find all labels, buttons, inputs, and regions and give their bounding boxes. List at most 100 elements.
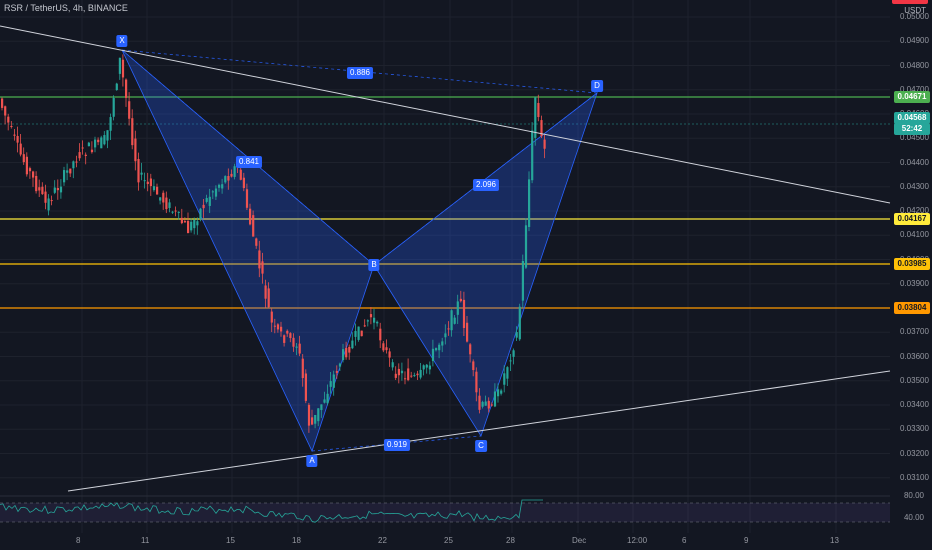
candle-body xyxy=(152,186,156,191)
candle-body xyxy=(7,116,10,123)
candle-body xyxy=(345,347,348,358)
candle-body xyxy=(69,168,72,174)
candle-body xyxy=(224,176,227,183)
candle-body xyxy=(109,117,112,131)
candle-body xyxy=(307,404,311,426)
time-tick: 22 xyxy=(378,536,387,545)
candle-body xyxy=(56,188,59,191)
candle-body xyxy=(13,134,16,136)
symbol-title[interactable]: RSR / TetherUS, 4h, BINANCE xyxy=(4,3,128,13)
label-c: C xyxy=(475,440,487,452)
candle-body xyxy=(394,373,397,378)
candle-body xyxy=(469,344,472,355)
candle-body xyxy=(106,130,109,141)
candle-body xyxy=(75,161,78,163)
candle-body xyxy=(112,97,115,117)
candle-body xyxy=(478,395,481,410)
candle-body xyxy=(289,333,292,339)
candle-body xyxy=(183,221,187,223)
candle-body xyxy=(125,79,128,98)
candle-body xyxy=(338,363,342,367)
ratio-line-xb xyxy=(121,49,375,266)
candle-body xyxy=(304,373,307,401)
price-tick: 0.04800 xyxy=(900,60,929,70)
candle-body xyxy=(273,325,276,327)
candle-body xyxy=(249,208,252,225)
candle-body xyxy=(53,187,56,193)
candle-body xyxy=(497,389,500,397)
candle-body xyxy=(320,404,323,411)
candle-body xyxy=(32,171,35,178)
candle-body xyxy=(47,198,50,211)
candle-body xyxy=(221,184,224,189)
candle-body xyxy=(512,350,515,357)
trendlines xyxy=(0,25,891,492)
label-d: D xyxy=(591,80,603,92)
rsi-band xyxy=(0,503,890,522)
candle-body xyxy=(252,215,255,237)
candle-body xyxy=(44,191,47,203)
price-tag: 0.03985 xyxy=(894,258,930,270)
price-tick: 0.04500 xyxy=(900,133,929,143)
candle-body xyxy=(283,335,286,343)
pattern-xab xyxy=(121,49,375,453)
price-tick: 0.04900 xyxy=(900,36,929,46)
candle-body xyxy=(332,374,335,388)
candle-body xyxy=(441,341,444,346)
price-tick: 0.03500 xyxy=(900,375,929,385)
ratio-bd: 2.096 xyxy=(472,179,500,191)
candle-body xyxy=(239,169,242,180)
price-tick: 0.03300 xyxy=(900,424,929,434)
candle-body xyxy=(419,369,422,378)
candle-body xyxy=(487,400,490,409)
candle-body xyxy=(481,401,484,407)
candle-body xyxy=(298,343,301,354)
candle-body xyxy=(462,299,466,328)
price-tick: 0.03700 xyxy=(900,327,929,337)
price-tag: 0.04671 xyxy=(894,91,930,103)
candle-body xyxy=(314,414,317,424)
label-x: X xyxy=(116,35,128,47)
candle-body xyxy=(121,59,125,78)
candle-body xyxy=(301,358,304,379)
rsi-level-40: 40.00 xyxy=(903,513,924,522)
candle-body xyxy=(329,381,332,387)
candle-body xyxy=(397,368,400,376)
candle-body xyxy=(28,168,32,172)
candle-body xyxy=(506,367,509,379)
candle-body xyxy=(270,311,273,323)
candle-body xyxy=(484,401,487,406)
candle-body xyxy=(267,288,270,308)
candle-body xyxy=(323,399,326,403)
candle-body xyxy=(453,317,456,324)
rsi-pane xyxy=(0,495,890,523)
time-tick: 18 xyxy=(292,536,301,545)
candle-body xyxy=(81,147,84,149)
candle-body xyxy=(218,184,221,188)
candle-body xyxy=(205,198,208,202)
candle-body xyxy=(503,373,506,385)
price-tick: 0.04200 xyxy=(900,206,929,215)
candle-body xyxy=(540,120,543,137)
candle-body xyxy=(379,328,382,341)
candle-body xyxy=(199,208,202,220)
rsi-level-80: 80.00 xyxy=(903,491,924,500)
candle-body xyxy=(171,211,174,213)
candle-body xyxy=(366,320,369,322)
candle-body xyxy=(276,324,280,330)
candle-body xyxy=(193,219,196,229)
candle-body xyxy=(41,186,44,195)
candle-body xyxy=(261,261,264,274)
price-tick: 0.04100 xyxy=(900,230,929,240)
candle-body xyxy=(509,360,512,362)
label-b: B xyxy=(368,259,380,271)
candle-body xyxy=(354,330,357,337)
candle-body xyxy=(500,390,503,394)
candle-body xyxy=(211,191,214,193)
candle-body xyxy=(524,225,528,268)
candle-body xyxy=(447,328,450,330)
candle-body xyxy=(143,180,146,182)
alert-badge xyxy=(892,0,928,4)
candle-body xyxy=(146,181,149,185)
